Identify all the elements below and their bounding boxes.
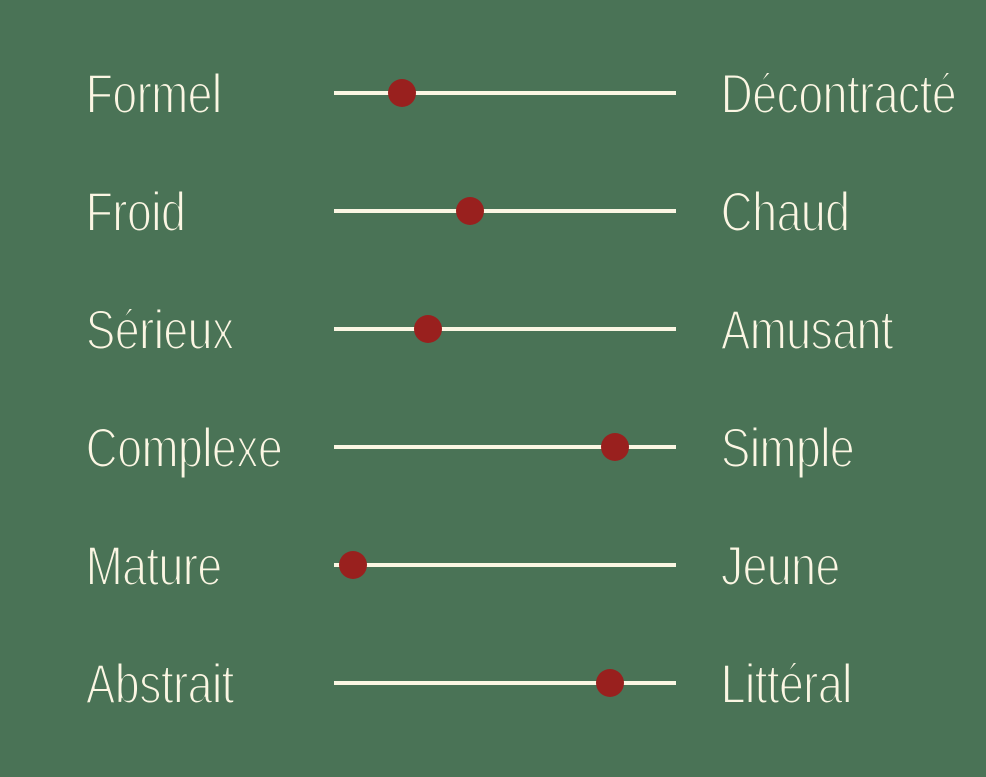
svg-text:Sérieux: Sérieux xyxy=(86,299,234,361)
svg-text:Jeune: Jeune xyxy=(721,535,840,597)
svg-text:Amusant: Amusant xyxy=(721,299,893,361)
svg-text:Littéral: Littéral xyxy=(721,653,852,715)
svg-text:Décontracté: Décontracté xyxy=(721,63,956,125)
svg-text:Abstrait: Abstrait xyxy=(86,653,234,715)
svg-text:Simple: Simple xyxy=(721,417,854,479)
svg-text:Complexe: Complexe xyxy=(86,417,283,479)
svg-text:Formel: Formel xyxy=(86,63,222,125)
svg-text:Froid: Froid xyxy=(86,181,185,243)
svg-text:Chaud: Chaud xyxy=(721,181,850,243)
svg-text:Mature: Mature xyxy=(86,535,222,597)
